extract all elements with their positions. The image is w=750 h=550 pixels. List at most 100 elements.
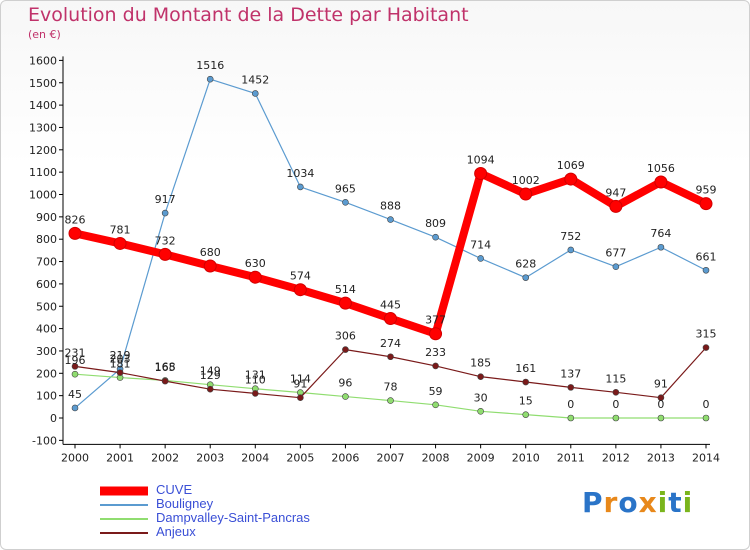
legend-swatch bbox=[100, 504, 148, 506]
data-point bbox=[432, 233, 439, 241]
data-point bbox=[68, 226, 82, 240]
data-point bbox=[384, 312, 397, 326]
logo-letter: o bbox=[618, 486, 639, 519]
data-point bbox=[612, 388, 620, 396]
data-label: 0 bbox=[657, 398, 664, 411]
x-tick-label: 2001 bbox=[106, 451, 134, 464]
data-label: 161 bbox=[515, 362, 536, 375]
data-point bbox=[429, 327, 443, 341]
legend-swatch bbox=[100, 532, 148, 534]
y-tick-label: 1300 bbox=[29, 121, 57, 134]
data-label: 732 bbox=[155, 234, 176, 247]
y-tick-label: 200 bbox=[36, 367, 57, 380]
chart-subtitle: (en €) bbox=[28, 28, 61, 41]
data-point bbox=[113, 236, 127, 250]
data-point bbox=[297, 183, 304, 191]
data-point bbox=[522, 411, 530, 418]
data-point bbox=[567, 246, 575, 254]
data-label: 203 bbox=[110, 353, 131, 366]
data-label: 231 bbox=[65, 346, 86, 359]
data-label: 630 bbox=[245, 257, 266, 270]
data-label: 888 bbox=[380, 200, 401, 213]
data-label: 1452 bbox=[241, 73, 269, 86]
data-label: 30 bbox=[474, 391, 488, 404]
data-point bbox=[477, 255, 484, 262]
legend-swatch bbox=[100, 486, 148, 496]
data-point bbox=[158, 247, 172, 261]
x-tick-label: 2014 bbox=[692, 451, 720, 464]
data-point bbox=[609, 199, 623, 213]
data-point bbox=[477, 407, 484, 415]
data-label: 91 bbox=[654, 378, 668, 391]
data-label: 965 bbox=[335, 182, 356, 195]
x-tick-label: 2006 bbox=[331, 451, 359, 464]
y-tick-label: 700 bbox=[36, 256, 57, 269]
data-label: 1516 bbox=[196, 59, 224, 72]
data-label: 947 bbox=[605, 186, 626, 199]
data-point bbox=[203, 259, 217, 273]
data-point bbox=[251, 390, 259, 397]
data-label: 0 bbox=[612, 398, 619, 411]
data-point bbox=[477, 373, 484, 380]
logo-letter: P bbox=[582, 486, 604, 519]
data-label: 233 bbox=[425, 346, 446, 359]
data-point bbox=[251, 90, 259, 97]
data-point bbox=[657, 243, 665, 251]
data-point bbox=[71, 404, 79, 412]
data-point bbox=[567, 384, 575, 391]
data-label: 181 bbox=[110, 358, 131, 371]
data-label: 959 bbox=[696, 184, 717, 197]
data-point bbox=[699, 197, 713, 211]
data-label: 115 bbox=[605, 372, 626, 385]
y-tick-label: 300 bbox=[36, 345, 57, 358]
legend-swatch bbox=[100, 518, 148, 520]
data-label: 45 bbox=[68, 388, 82, 401]
legend-label: Anjeux bbox=[156, 524, 196, 539]
data-point bbox=[71, 363, 79, 370]
data-label: 809 bbox=[425, 217, 446, 230]
data-label: 274 bbox=[380, 337, 401, 350]
data-label: 628 bbox=[515, 258, 536, 271]
x-tick-label: 2008 bbox=[422, 451, 450, 464]
data-label: 131 bbox=[245, 369, 266, 382]
data-label: 168 bbox=[155, 360, 176, 373]
legend-label: Bouligney bbox=[156, 496, 214, 511]
data-label: 677 bbox=[605, 247, 626, 260]
data-point bbox=[654, 175, 668, 189]
data-label: 1002 bbox=[512, 174, 540, 187]
x-tick-label: 2000 bbox=[61, 451, 89, 464]
data-label: 196 bbox=[65, 354, 86, 367]
data-point bbox=[161, 209, 169, 217]
legend: CUVE Bouligney Dampvalley-Saint-Pancras Anj… bbox=[100, 482, 400, 540]
chart-title: Evolution du Montant de la Dette par Hab… bbox=[28, 4, 469, 26]
y-tick-label: 0 bbox=[50, 412, 57, 425]
data-point bbox=[342, 393, 349, 400]
x-tick-label: 2009 bbox=[467, 451, 495, 464]
data-label: 91 bbox=[293, 378, 307, 391]
x-tick-label: 2007 bbox=[377, 451, 405, 464]
data-label: 0 bbox=[567, 398, 574, 411]
data-point bbox=[432, 401, 439, 409]
data-label: 149 bbox=[200, 365, 221, 378]
data-point bbox=[522, 274, 530, 281]
y-tick-label: 1600 bbox=[29, 54, 57, 67]
data-label: 714 bbox=[470, 238, 491, 251]
logo-letter: t bbox=[668, 486, 683, 519]
y-tick-label: 900 bbox=[36, 211, 57, 224]
data-label: 110 bbox=[245, 373, 266, 386]
data-point bbox=[387, 353, 394, 361]
y-tick-label: -100 bbox=[32, 434, 57, 447]
data-point bbox=[519, 187, 533, 201]
data-point bbox=[387, 397, 394, 404]
data-label: 0 bbox=[703, 398, 710, 411]
data-point bbox=[116, 369, 124, 376]
logo-letter: i bbox=[682, 486, 694, 519]
data-point bbox=[342, 346, 349, 353]
data-point bbox=[612, 263, 620, 270]
data-point bbox=[206, 385, 214, 393]
data-point bbox=[387, 216, 394, 223]
data-label: 96 bbox=[338, 377, 352, 390]
data-label: 1056 bbox=[647, 162, 675, 175]
